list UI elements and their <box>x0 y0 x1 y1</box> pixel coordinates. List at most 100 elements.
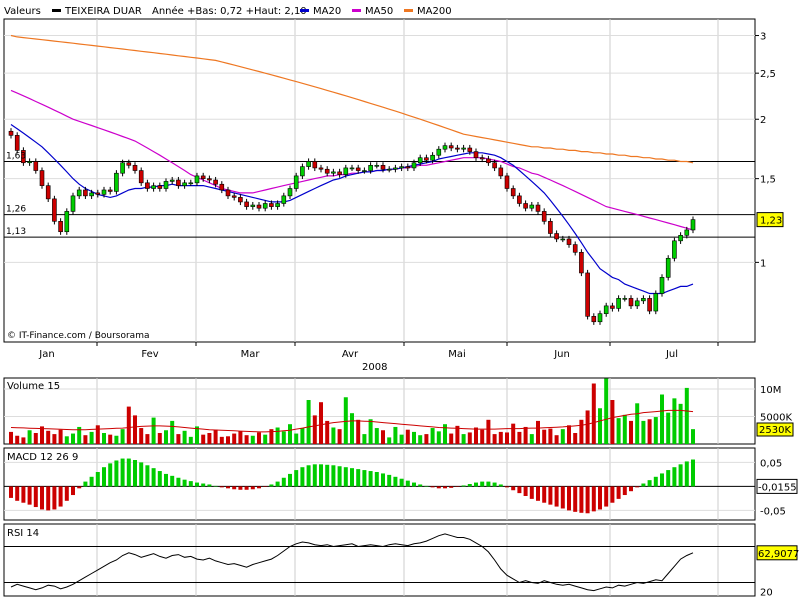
macd-bar <box>201 483 206 487</box>
legend-ma50-label: MA50 <box>365 6 393 17</box>
candle-body <box>64 211 70 233</box>
macd-bar <box>604 486 609 507</box>
macd-bar <box>133 460 137 487</box>
volume-bar <box>412 431 416 444</box>
macd-bar <box>257 486 261 489</box>
candle-body <box>684 229 690 236</box>
macd-bar <box>579 486 584 513</box>
macd-bar <box>393 476 398 487</box>
candle-body <box>579 251 584 274</box>
candle-body <box>510 188 516 197</box>
volume-tick-label: 10M <box>760 385 781 396</box>
candle-body <box>27 161 32 164</box>
macd-bar <box>164 473 168 487</box>
volume-bar <box>306 400 311 444</box>
macd-bar <box>71 486 75 496</box>
candle-body <box>610 305 615 309</box>
rsi-tick-label: 20 <box>760 588 773 599</box>
macd-bar <box>232 486 237 490</box>
volume-bar <box>424 434 429 444</box>
candle-body <box>58 221 63 233</box>
macd-bar <box>511 486 516 491</box>
candle-body <box>659 277 665 294</box>
volume-bar <box>616 418 621 444</box>
volume-bar <box>40 426 44 444</box>
volume-bar <box>660 394 664 444</box>
candle-body <box>672 240 677 259</box>
macd-bar <box>474 482 478 487</box>
volume-bar <box>691 429 695 444</box>
volume-bar <box>219 436 224 444</box>
volume-bar <box>368 419 373 444</box>
candle-body <box>393 167 398 170</box>
last-macd-box <box>756 478 798 494</box>
macd-bar <box>312 464 317 487</box>
candle-body <box>182 182 187 186</box>
candle-body <box>107 189 113 192</box>
candle-body <box>417 157 423 164</box>
macd-bar <box>635 486 640 488</box>
volume-bar <box>164 430 168 444</box>
volume-bar <box>554 435 559 444</box>
candle-body <box>238 197 243 203</box>
volume-bar <box>170 420 175 444</box>
candle-body <box>597 313 603 323</box>
volume-bar <box>374 428 379 444</box>
candle-body <box>163 181 169 189</box>
macd-bar <box>362 470 367 487</box>
volume-bar <box>436 431 441 444</box>
candle-body <box>194 175 200 184</box>
macd-bar <box>598 486 602 510</box>
macd-bar <box>585 486 590 514</box>
volume-bar <box>567 425 571 444</box>
support-line-label: 1,63 <box>6 151 26 161</box>
candle-body <box>411 162 417 169</box>
volume-bar <box>443 424 447 444</box>
macd-bar <box>622 486 627 496</box>
macd-bar <box>83 481 88 487</box>
volume-bar <box>579 419 584 444</box>
candle-body <box>52 198 57 222</box>
candle-body <box>281 195 287 204</box>
candle-body <box>101 189 107 195</box>
volume-bar <box>542 429 547 444</box>
candle-body <box>231 195 237 198</box>
volume-bar <box>188 436 193 444</box>
month-label: Fev <box>141 349 158 360</box>
candle-body <box>343 167 349 175</box>
month-label: Jul <box>665 349 678 360</box>
candle-body <box>362 170 367 172</box>
volume-bar <box>64 436 69 444</box>
candle-body <box>498 167 504 177</box>
rsi-panel-frame <box>3 523 756 597</box>
header-range: Année +Bas: 0,72 +Haut: 2,10 <box>152 5 307 17</box>
volume-bar <box>591 383 596 444</box>
volume-bar <box>343 397 348 444</box>
macd-tick-label: -0,05 <box>760 506 786 517</box>
candle-body <box>486 158 491 164</box>
candle-body <box>479 157 485 160</box>
volume-bar <box>418 435 423 444</box>
macd-bar <box>52 486 57 510</box>
candle-body <box>306 161 311 167</box>
volume-bar <box>269 429 274 444</box>
volume-bar <box>120 429 125 444</box>
candle-body <box>70 195 76 212</box>
macd-bar <box>672 467 677 487</box>
macd-bar <box>356 469 361 487</box>
candle-body <box>33 161 39 171</box>
price-tick-label: 1,5 <box>760 175 776 186</box>
candle-body <box>560 238 566 241</box>
candle-body <box>368 165 373 171</box>
volume-bar <box>102 433 106 444</box>
macd-bar <box>195 482 199 487</box>
macd-series <box>9 458 695 514</box>
volume-bar <box>157 433 162 444</box>
candle-body <box>572 244 578 253</box>
rsi-line <box>10 533 694 592</box>
volume-bar <box>647 419 652 444</box>
candle-body <box>83 189 88 197</box>
macd-bar <box>616 486 621 499</box>
volume-bar <box>133 415 137 444</box>
volume-bar <box>232 433 237 444</box>
